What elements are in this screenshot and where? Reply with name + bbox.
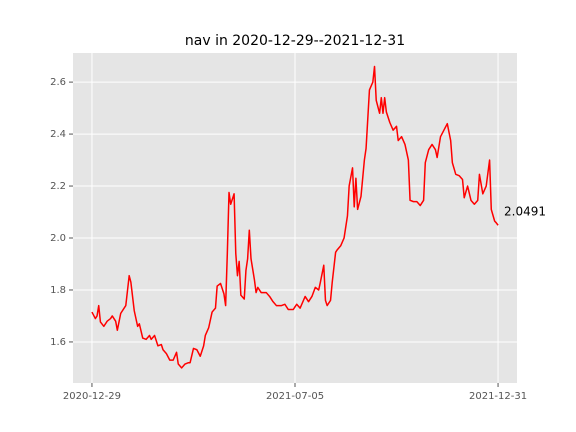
x-tick-label: 2021-12-31: [469, 391, 527, 402]
line: [91, 65, 499, 369]
y-tick-label: 2.4: [50, 129, 66, 140]
end-value-label: 2.0491: [504, 205, 546, 219]
x-tick-label: 2020-12-29: [63, 391, 121, 402]
chart-title: nav in 2020-12-29--2021-12-31: [185, 33, 405, 49]
y-tick-label: 2.6: [50, 77, 66, 88]
y-tick-label: 2.2: [50, 181, 66, 192]
x-tick-label: 2021-07-05: [266, 391, 324, 402]
y-tick-label: 1.6: [50, 337, 66, 348]
y-tick-label: 1.8: [50, 285, 66, 296]
y-tick-label: 2.0: [50, 233, 66, 244]
